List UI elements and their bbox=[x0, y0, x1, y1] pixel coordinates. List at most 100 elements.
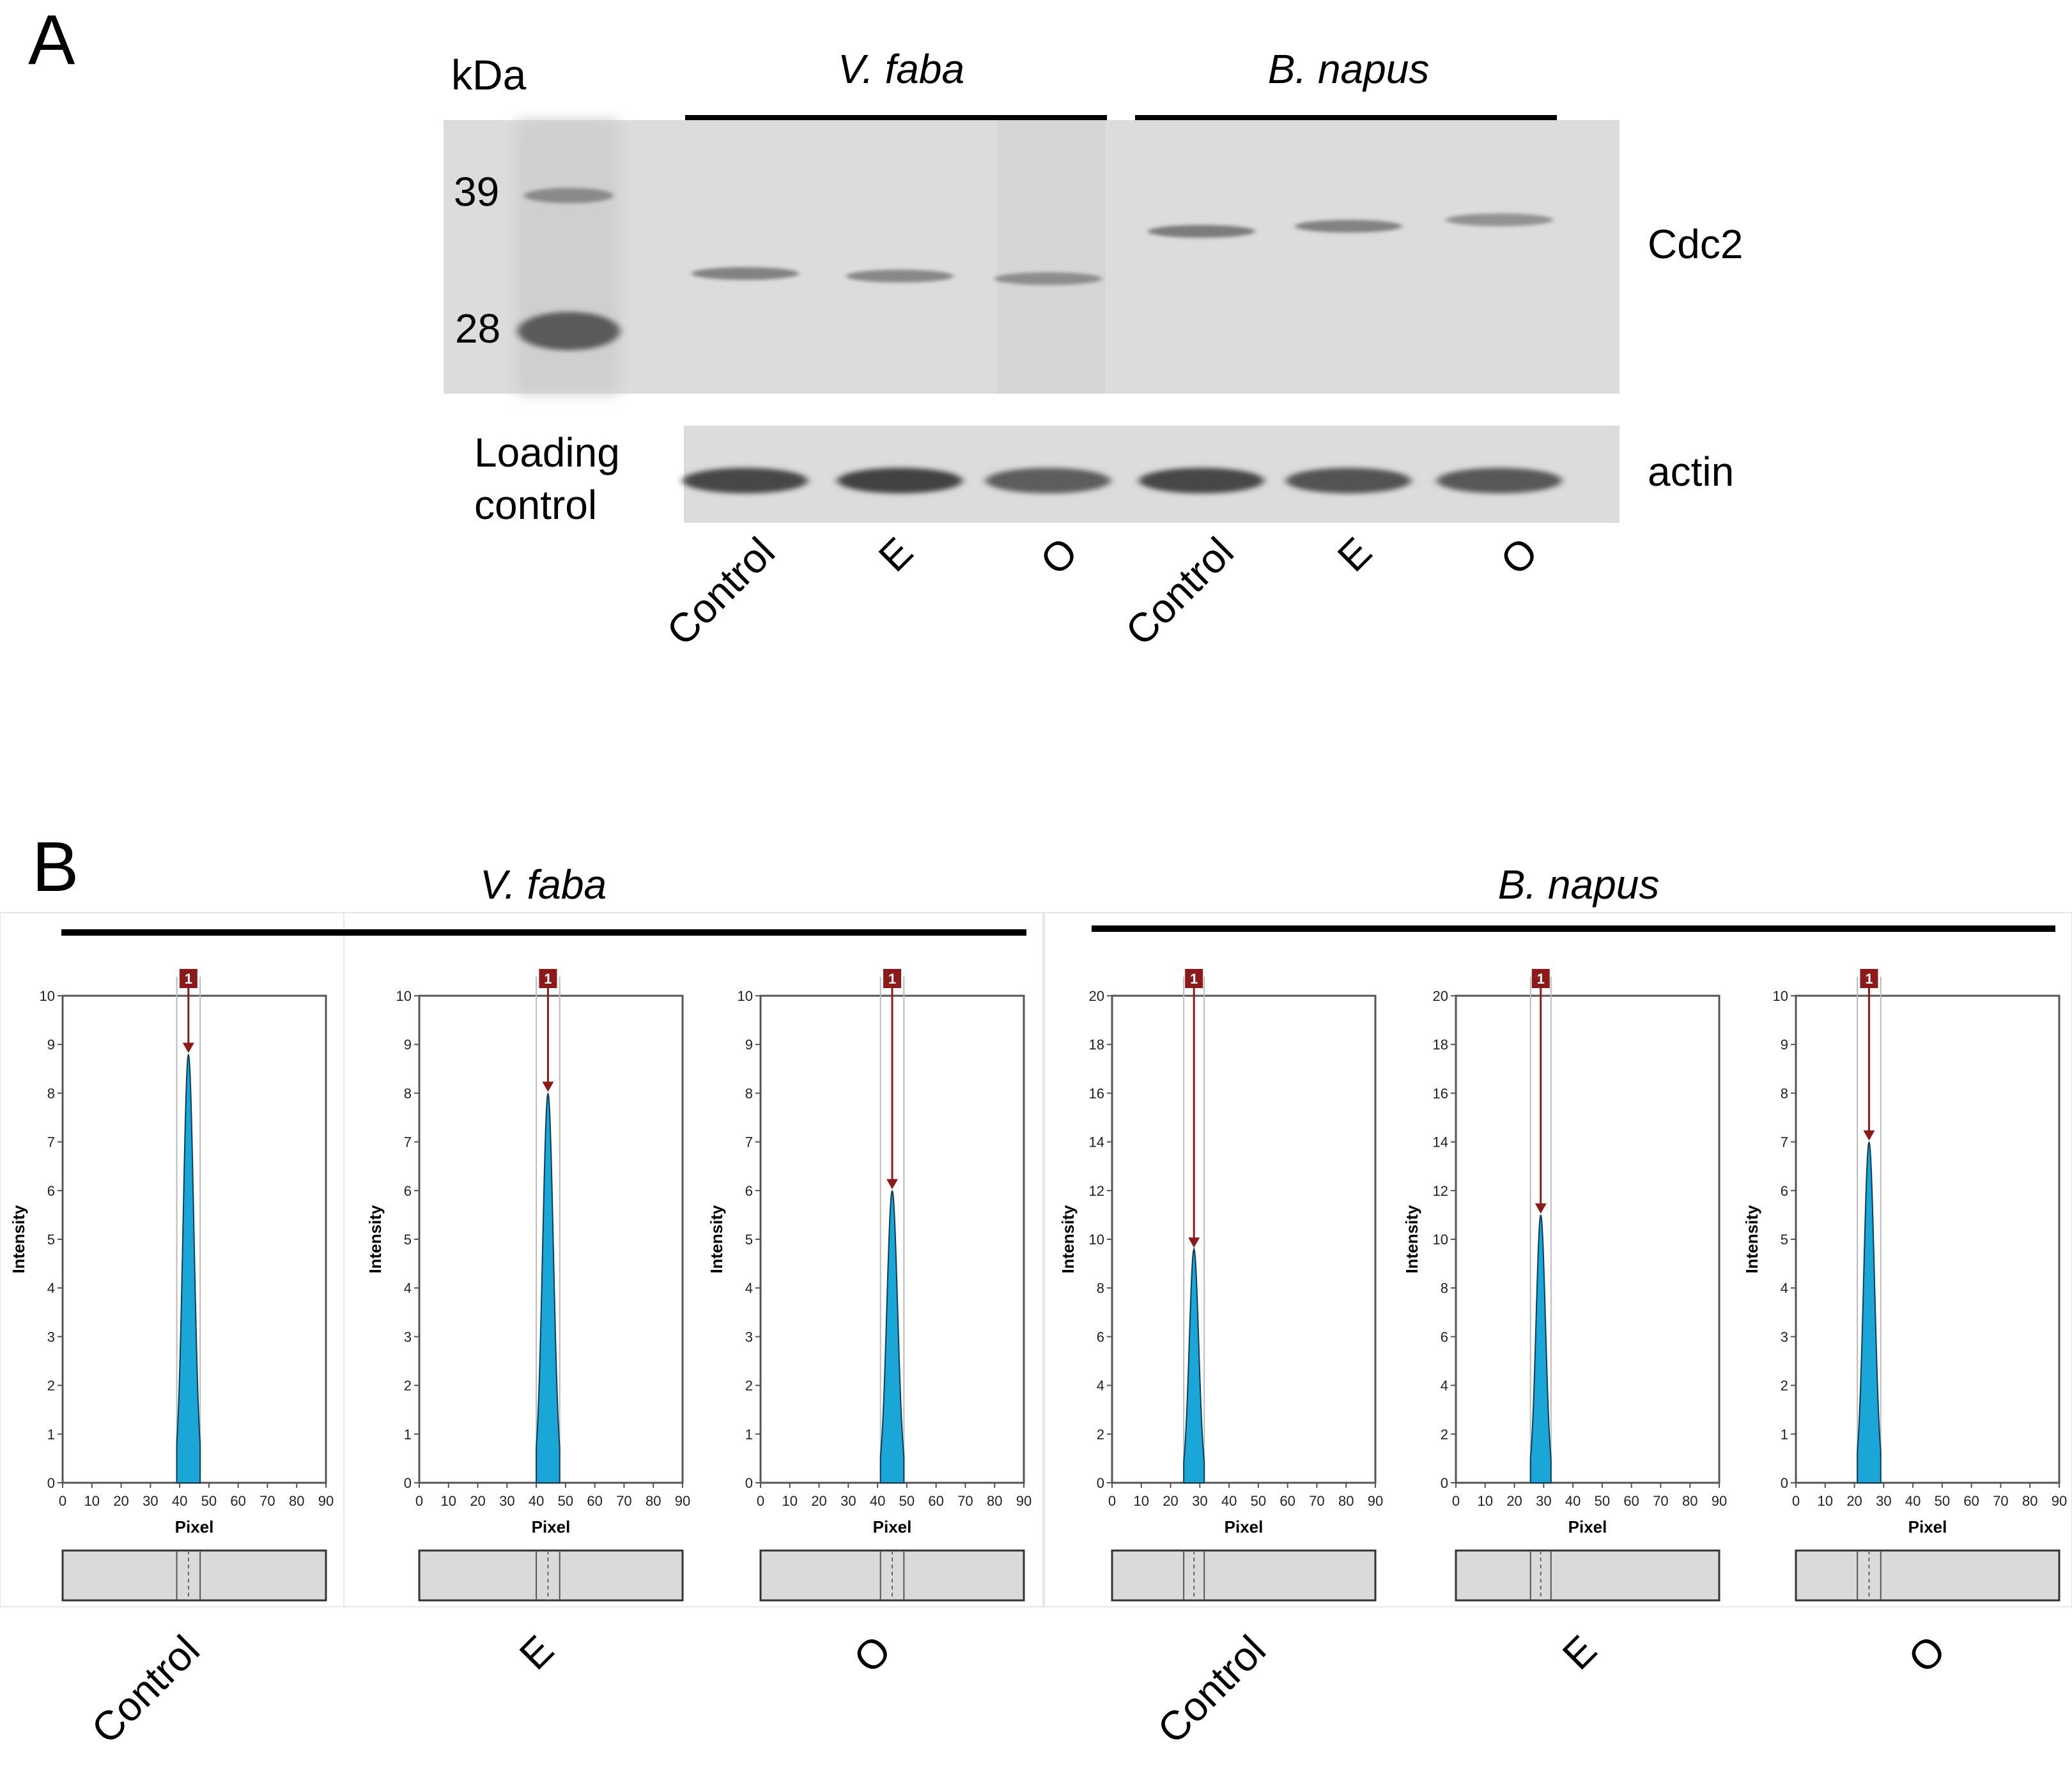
y-tick-label: 6 bbox=[47, 1183, 55, 1199]
x-tick-label: 10 bbox=[1478, 1493, 1493, 1509]
lane-label: E bbox=[511, 1627, 562, 1678]
x-tick-label: 50 bbox=[1935, 1493, 1950, 1509]
y-tick-label: 8 bbox=[745, 1085, 753, 1101]
x-tick-label: 90 bbox=[675, 1493, 690, 1509]
y-tick-label: 6 bbox=[1781, 1183, 1788, 1199]
x-tick-label: 50 bbox=[201, 1493, 217, 1509]
actin-band bbox=[683, 468, 808, 493]
x-tick-label: 40 bbox=[870, 1493, 885, 1509]
peak-marker-arrow bbox=[182, 1042, 194, 1053]
y-tick-label: 10 bbox=[1433, 1232, 1448, 1248]
peak-marker-arrow bbox=[886, 1179, 898, 1189]
lane-label: E bbox=[870, 529, 922, 580]
y-axis-label: Intensity bbox=[1742, 1205, 1761, 1273]
x-tick-label: 30 bbox=[1876, 1493, 1891, 1509]
y-tick-label: 0 bbox=[1781, 1475, 1788, 1491]
y-tick-label: 12 bbox=[1089, 1183, 1104, 1199]
lane-labels-b: Control E O Control E O bbox=[82, 1627, 1954, 1752]
y-tick-label: 7 bbox=[47, 1134, 55, 1150]
x-tick-label: 60 bbox=[928, 1493, 943, 1509]
x-tick-label: 0 bbox=[415, 1493, 423, 1509]
ladder-band-28 bbox=[518, 312, 620, 350]
y-tick-label: 10 bbox=[738, 988, 753, 1004]
peak-marker-label: 1 bbox=[1537, 971, 1545, 987]
y-tick-label: 7 bbox=[404, 1134, 412, 1150]
x-axis-label: Pixel bbox=[532, 1517, 571, 1536]
peak-marker-label: 1 bbox=[888, 971, 896, 987]
x-tick-label: 90 bbox=[2052, 1493, 2067, 1509]
ladder-band-39 bbox=[524, 188, 614, 203]
y-tick-label: 2 bbox=[745, 1378, 753, 1394]
y-tick-label: 20 bbox=[1433, 988, 1448, 1004]
cdc2-band bbox=[1446, 213, 1553, 226]
ladder-lane bbox=[516, 120, 619, 394]
y-tick-label: 14 bbox=[1089, 1134, 1104, 1150]
x-tick-label: 10 bbox=[1818, 1493, 1833, 1509]
y-tick-label: 10 bbox=[40, 988, 55, 1004]
x-tick-label: 80 bbox=[2022, 1493, 2037, 1509]
lane-label: E bbox=[1554, 1627, 1605, 1678]
x-tick-label: 20 bbox=[1846, 1493, 1862, 1509]
panel-b-bar-vfaba bbox=[61, 929, 1026, 936]
x-tick-label: 60 bbox=[1280, 1493, 1295, 1509]
peak-area bbox=[176, 1054, 201, 1483]
y-tick-label: 8 bbox=[47, 1085, 55, 1101]
panel-b-letter: B bbox=[32, 828, 79, 906]
y-tick-label: 3 bbox=[47, 1329, 55, 1345]
y-tick-label: 0 bbox=[47, 1475, 55, 1491]
y-tick-label: 9 bbox=[47, 1037, 55, 1053]
y-tick-label: 0 bbox=[404, 1475, 412, 1491]
peak-area bbox=[1857, 1141, 1882, 1483]
y-axis-label: Intensity bbox=[1058, 1205, 1078, 1273]
x-tick-label: 80 bbox=[646, 1493, 661, 1509]
y-tick-label: 14 bbox=[1433, 1134, 1448, 1150]
lane-label: O bbox=[1032, 529, 1086, 584]
y-tick-label: 8 bbox=[1097, 1280, 1104, 1296]
y-tick-label: 10 bbox=[1089, 1232, 1104, 1248]
y-tick-label: 2 bbox=[404, 1378, 412, 1394]
lane-label: E bbox=[1329, 529, 1380, 580]
y-tick-label: 18 bbox=[1089, 1037, 1104, 1053]
y-tick-label: 5 bbox=[404, 1232, 412, 1248]
y-tick-label: 1 bbox=[47, 1427, 55, 1443]
x-axis-label: Pixel bbox=[1908, 1517, 1947, 1536]
y-tick-label: 0 bbox=[745, 1475, 753, 1491]
x-tick-label: 60 bbox=[1963, 1493, 1979, 1509]
peak-marker-flag bbox=[1531, 969, 1550, 988]
x-tick-label: 30 bbox=[840, 1493, 856, 1509]
lane-labels-a: Control E O Control E O bbox=[658, 529, 1547, 654]
x-axis-label: Pixel bbox=[873, 1517, 912, 1536]
lane-label: Control bbox=[1148, 1627, 1274, 1752]
lane-label: Control bbox=[658, 529, 784, 654]
panel-a: A kDa V. faba B. napus 39 28 Cdc2 Loadin… bbox=[28, 1, 1743, 654]
y-tick-label: 1 bbox=[404, 1427, 412, 1443]
intensity-profile: 0 1 2 3 4 5 6 7 8 9 10 0 10 20 30 40 50 60 70 80 90 Pixel Inte… bbox=[366, 969, 690, 1602]
y-tick-label: 5 bbox=[1781, 1232, 1788, 1248]
peak-area bbox=[1183, 1246, 1205, 1483]
actin-band bbox=[986, 468, 1111, 493]
peak-marker-flag bbox=[883, 969, 901, 988]
y-axis-label: Intensity bbox=[366, 1205, 385, 1273]
y-tick-label: 9 bbox=[404, 1037, 412, 1053]
y-tick-label: 4 bbox=[1097, 1378, 1104, 1394]
y-tick-label: 0 bbox=[1097, 1475, 1104, 1491]
x-tick-label: 50 bbox=[1251, 1493, 1266, 1509]
actin-label: actin bbox=[1648, 449, 1734, 495]
lane-label: Control bbox=[82, 1627, 208, 1752]
actin-band bbox=[1437, 468, 1562, 493]
profile-frame-3 bbox=[1044, 912, 2072, 1607]
y-tick-label: 1 bbox=[1781, 1427, 1788, 1443]
peak-area bbox=[879, 1190, 905, 1483]
y-tick-label: 4 bbox=[47, 1280, 55, 1296]
x-tick-label: 80 bbox=[1338, 1493, 1354, 1509]
x-tick-label: 10 bbox=[782, 1493, 798, 1509]
y-tick-label: 18 bbox=[1433, 1037, 1448, 1053]
cdc2-bands bbox=[692, 213, 1553, 285]
x-tick-label: 20 bbox=[1163, 1493, 1178, 1509]
plot-area bbox=[1455, 994, 1720, 1484]
intensity-profile: 0 1 2 3 4 5 6 7 8 9 10 0 10 20 30 40 50 60 70 80 90 Pixel Inte… bbox=[1742, 969, 2067, 1602]
y-tick-label: 8 bbox=[404, 1085, 412, 1101]
peak-marker-flag bbox=[1860, 969, 1878, 988]
lane-shading bbox=[997, 120, 1106, 394]
intensity-profile: 0 1 2 3 4 5 6 7 8 9 10 0 10 20 30 40 50 60 70 80 90 Pixel Inte… bbox=[9, 969, 334, 1602]
